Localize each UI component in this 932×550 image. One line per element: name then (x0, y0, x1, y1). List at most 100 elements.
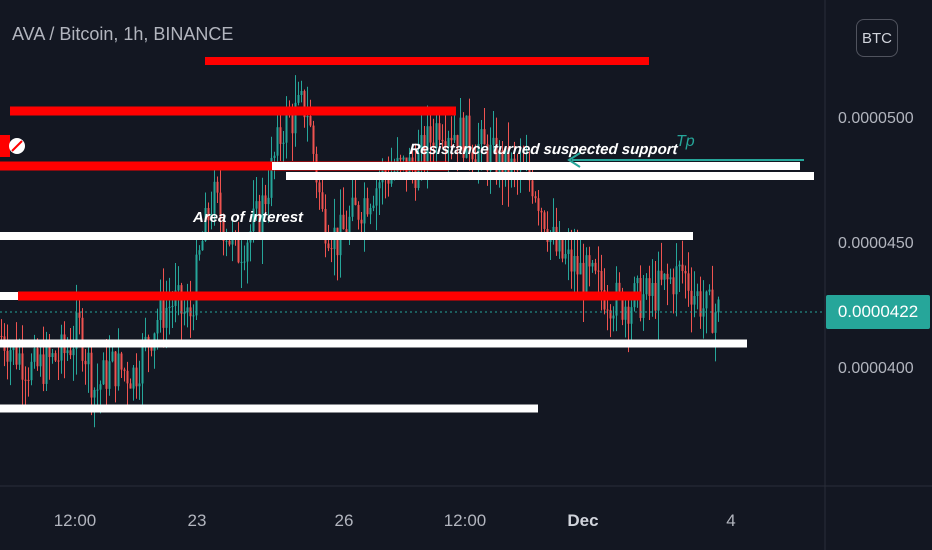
resistance-level (18, 291, 641, 301)
candle-body (573, 256, 576, 272)
candle-body (18, 353, 21, 365)
candle-body (378, 182, 381, 189)
candle-body (228, 240, 231, 245)
candle-body (702, 308, 705, 317)
candle-body (90, 352, 93, 398)
support-level (0, 339, 747, 348)
candle-body (336, 227, 339, 256)
candle-body (114, 351, 117, 387)
candle-body (513, 158, 516, 163)
candle-body (303, 91, 306, 118)
annotation-area-of-interest: Area of interest (192, 209, 304, 226)
candle-body (138, 383, 141, 387)
candle-body (69, 350, 72, 356)
candle-body (258, 201, 261, 236)
tp-arrow (567, 152, 804, 168)
candle-body (438, 123, 441, 140)
candle-body (255, 201, 258, 209)
candle-body (363, 198, 366, 224)
candle-body (444, 141, 447, 147)
candle-body (612, 315, 615, 319)
candle-body (714, 312, 717, 333)
candle-body (297, 94, 300, 103)
annotation-resistance: Resistance turned suspected support (409, 141, 679, 158)
candle-body (327, 243, 330, 249)
candle-body (273, 155, 276, 158)
candle-body (642, 294, 645, 318)
candle-body (597, 270, 600, 272)
candle-body (270, 157, 273, 198)
candle-body (123, 369, 126, 371)
candle-body (132, 367, 135, 389)
candle-body (126, 370, 129, 384)
candle-body (564, 254, 567, 259)
candle-body (21, 353, 24, 380)
no-entry-icon (0, 135, 25, 157)
candle-body (420, 135, 423, 153)
candle-body (666, 273, 669, 280)
candle-body (54, 353, 57, 361)
candle-body (561, 236, 564, 259)
candle-body (462, 117, 465, 158)
candle-body (450, 137, 453, 141)
candle-body (24, 379, 27, 381)
candle-body (489, 144, 492, 171)
candle-body (195, 254, 198, 316)
candle-body (534, 196, 537, 199)
candle-body (111, 351, 114, 362)
candle-body (426, 126, 429, 163)
candle-body (465, 115, 468, 158)
candle-body (429, 126, 432, 143)
candle-body (570, 249, 573, 272)
candle-body (156, 319, 159, 334)
candle-body (84, 360, 87, 365)
candle-body (237, 233, 240, 263)
support-level (0, 232, 693, 240)
candle-body (453, 135, 456, 141)
candle-body (312, 125, 315, 154)
candle-body (165, 307, 168, 328)
candle-body (30, 361, 33, 381)
candle-body (678, 264, 681, 267)
candle-body (39, 354, 42, 367)
candle-body (366, 198, 369, 215)
candle-body (495, 137, 498, 176)
candle-body (243, 261, 246, 263)
resistance-level (10, 106, 456, 116)
candle-body (687, 273, 690, 291)
candle-body (75, 312, 78, 349)
candle-body (624, 306, 627, 320)
candle-body (129, 383, 132, 389)
candle-body (696, 291, 699, 297)
candle-body (468, 115, 471, 153)
candle-body (60, 334, 63, 361)
candle-body (606, 309, 609, 311)
candle-body (225, 240, 228, 242)
candle-body (117, 353, 120, 387)
candle-body (423, 135, 426, 163)
candle-body (201, 240, 204, 251)
candle-body (711, 289, 714, 333)
candle-body (645, 278, 648, 295)
candle-body (576, 256, 579, 275)
candle-body (186, 307, 189, 313)
resistance-level (205, 57, 649, 65)
candle-body (663, 273, 666, 280)
candle-body (66, 350, 69, 354)
candle-body (447, 137, 450, 147)
candle-body (330, 248, 333, 250)
currency-button[interactable]: BTC (856, 19, 898, 57)
x-tick-label: 23 (188, 511, 207, 530)
candle-body (681, 264, 684, 271)
candle-body (351, 197, 354, 217)
candle-body (717, 299, 720, 313)
candle-body (261, 195, 264, 236)
candle-body (657, 270, 660, 311)
candle-body (168, 306, 171, 308)
candle-body (207, 207, 210, 221)
candle-body (6, 350, 9, 362)
candle-body (81, 317, 84, 361)
candle-body (402, 157, 405, 160)
candle-body (630, 307, 633, 324)
